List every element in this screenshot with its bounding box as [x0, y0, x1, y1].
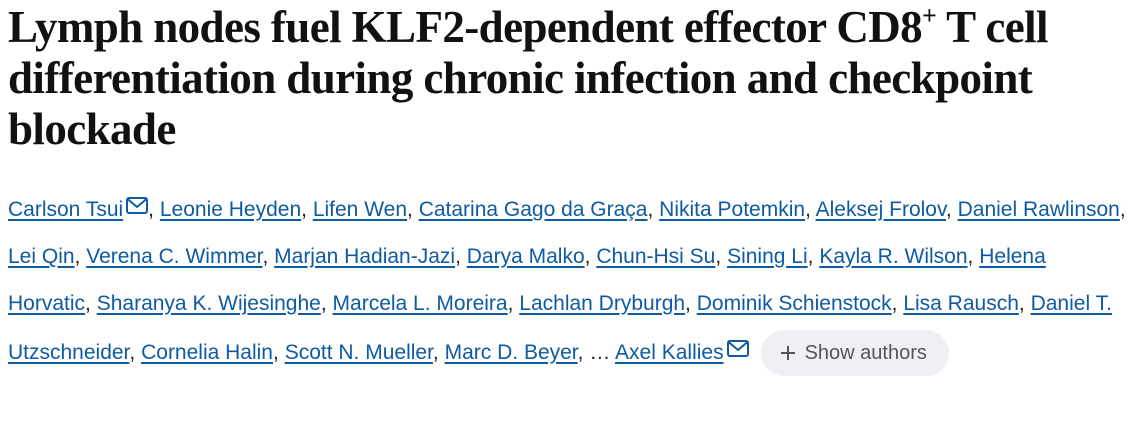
author-link[interactable]: Lachlan Dryburgh	[519, 292, 686, 315]
separator: ,	[807, 245, 814, 268]
ellipsis: …	[589, 341, 611, 364]
separator: ,	[715, 245, 722, 268]
separator: ,	[945, 198, 952, 221]
button-label: Show authors	[804, 341, 927, 364]
separator: ,	[432, 341, 439, 364]
separator: ,	[967, 245, 974, 268]
author-link[interactable]: Lei Qin	[8, 245, 75, 268]
title-text: T cell differentiation during chronic in…	[8, 2, 1048, 154]
separator: ,	[647, 198, 654, 221]
separator: ,	[129, 341, 136, 364]
show-authors-button[interactable]: Show authors	[760, 330, 949, 377]
separator: ,	[584, 245, 591, 268]
author-link[interactable]: Lifen Wen	[312, 198, 407, 221]
author-link[interactable]: Cornelia Halin	[141, 341, 273, 364]
author-link[interactable]: Marjan Hadian-Jazi	[274, 245, 456, 268]
separator: ,	[1119, 198, 1126, 221]
separator: ,	[273, 341, 279, 364]
plus-icon	[780, 346, 795, 361]
separator: ,	[407, 198, 413, 221]
separator: ,	[507, 292, 514, 315]
email-icon[interactable]	[126, 184, 149, 231]
author-link[interactable]: Darya Malko	[466, 245, 585, 268]
author-link[interactable]: Axel Kallies	[615, 341, 724, 364]
author-link[interactable]: Catarina Gago da Graça	[418, 198, 648, 221]
separator: ,	[1018, 292, 1025, 315]
author-link[interactable]: Leonie Heyden	[159, 198, 302, 221]
separator: ,	[320, 292, 327, 315]
author-link[interactable]: Nikita Potemkin	[659, 198, 806, 221]
author-list: Carlson Tsui, Leonie Heyden, Lifen Wen, …	[8, 184, 1133, 377]
author-link[interactable]: Aleksej Frolov	[815, 198, 946, 221]
email-icon[interactable]	[726, 327, 749, 374]
author-link[interactable]: Marc D. Beyer	[444, 341, 578, 364]
author-link[interactable]: Marcela L. Moreira	[332, 292, 508, 315]
author-link[interactable]: Daniel Rawlinson	[957, 198, 1120, 221]
author-link[interactable]: Helena Horvatic	[8, 245, 1046, 315]
separator: ,	[685, 292, 691, 315]
author-link[interactable]: Daniel T. Utzschneider	[8, 292, 1112, 364]
separator: ,	[891, 292, 898, 315]
author-link[interactable]: Kayla R. Wilson	[819, 245, 968, 268]
author-link[interactable]: Lisa Rausch	[903, 292, 1019, 315]
separator: ,	[577, 341, 584, 364]
article-title: Lymph nodes fuel KLF2-dependent effector…	[8, 2, 1133, 155]
author-link[interactable]: Dominik Schienstock	[696, 292, 892, 315]
title-superscript: +	[922, 1, 937, 30]
separator: ,	[74, 245, 81, 268]
author-link[interactable]: Sharanya K. Wijesinghe	[96, 292, 321, 315]
author-link[interactable]: Verena C. Wimmer	[86, 245, 263, 268]
separator: ,	[455, 245, 461, 268]
separator: ,	[805, 198, 811, 221]
author-link[interactable]: Sining Li	[727, 245, 808, 268]
separator: ,	[301, 198, 307, 221]
author-link[interactable]: Carlson Tsui	[8, 198, 124, 221]
title-text: Lymph nodes fuel KLF2-dependent effector…	[8, 2, 923, 52]
separator: ,	[262, 245, 269, 268]
separator: ,	[85, 292, 91, 315]
author-link[interactable]: Scott N. Mueller	[284, 341, 433, 364]
separator: ,	[148, 198, 155, 221]
author-link[interactable]: Chun-Hsi Su	[596, 245, 716, 268]
